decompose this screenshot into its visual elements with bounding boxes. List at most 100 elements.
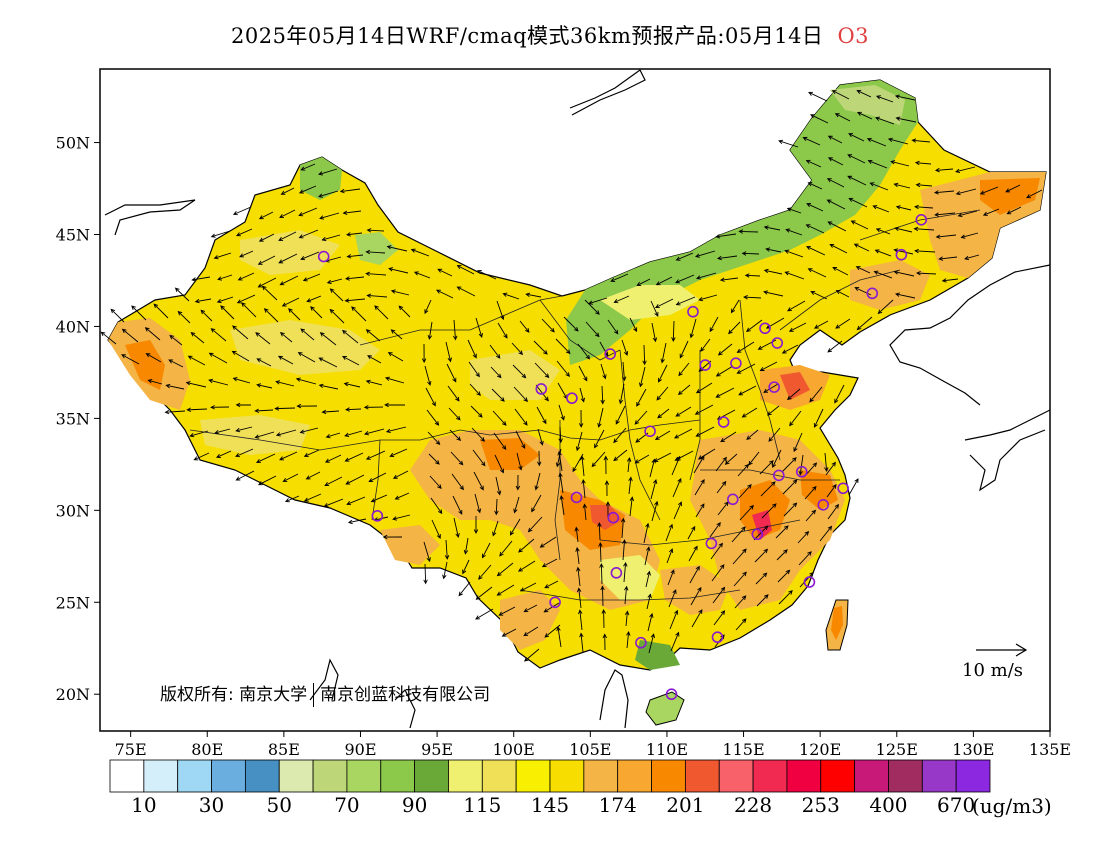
wind-arrow: [603, 455, 609, 475]
concentration-zone: [230, 320, 380, 375]
wind-arrow: [605, 501, 611, 519]
wind-arrow: [427, 321, 433, 340]
wind-arrow: [210, 328, 227, 342]
wind-arrow: [458, 581, 471, 597]
wind-arrow: [390, 289, 410, 296]
legend-swatch: [143, 759, 179, 793]
wind-arrow: [319, 212, 340, 220]
wind-arrow: [394, 492, 410, 500]
wind-arrow: [914, 160, 932, 166]
station-marker: [566, 392, 578, 404]
wind-arrow: [960, 232, 979, 239]
wind-arrow: [736, 341, 755, 353]
wind-arrow: [339, 188, 361, 194]
wind-arrow: [636, 388, 647, 407]
concentration-zone: [500, 590, 560, 650]
wind-arrow: [494, 498, 499, 516]
wind-arrow: [514, 408, 528, 426]
wind-arrow: [783, 502, 798, 517]
wind-arrow: [168, 359, 184, 368]
wind-arrow: [738, 229, 759, 234]
legend-label: 201: [666, 793, 704, 817]
wind-arrow: [424, 299, 432, 315]
wind-arrow: [525, 292, 542, 298]
taiwan-core: [831, 606, 843, 640]
wind-arrow: [626, 631, 631, 649]
legend-swatch: [955, 759, 991, 793]
wind-arrow: [382, 534, 403, 540]
wind-arrow: [848, 197, 868, 208]
legend-swatch: [718, 759, 754, 793]
wind-arrow: [675, 252, 694, 261]
wind-arrow: [578, 609, 583, 631]
wind-arrow: [342, 210, 362, 215]
wind-arrow: [807, 182, 823, 190]
wind-arrow: [713, 610, 726, 626]
wind-arrow: [793, 432, 803, 453]
wind-arrow: [495, 476, 502, 496]
wind-arrow: [776, 549, 788, 561]
wind-arrow: [318, 357, 338, 368]
wind-arrow: [582, 503, 588, 521]
wind-arrow: [660, 342, 667, 364]
wind-arrow: [241, 302, 257, 318]
wind-arrow: [534, 472, 541, 491]
concentration-zone: [830, 85, 905, 125]
wind-arrow: [475, 317, 483, 338]
wind-arrow: [216, 296, 234, 304]
wind-arrow: [365, 271, 387, 277]
wind-arrow: [650, 300, 659, 317]
wind-arrow: [715, 365, 734, 377]
wind-arrow: [934, 212, 956, 217]
wind-arrow: [763, 383, 779, 393]
wind-arrow: [370, 494, 388, 503]
wind-arrow: [533, 340, 548, 355]
wind-arrow: [279, 451, 298, 461]
copyright-prefix: 版权所有:: [160, 685, 234, 705]
legend-label: 228: [734, 793, 772, 817]
wind-arrow: [490, 366, 502, 379]
wind-arrow: [365, 450, 386, 460]
wind-arrow: [646, 593, 652, 610]
station-marker: [803, 576, 816, 588]
wind-arrow: [177, 310, 191, 324]
wind-arrow: [798, 551, 812, 566]
copyright-separator: [313, 683, 315, 707]
concentration-zone: [600, 285, 700, 320]
wind-reference-label: 10 m/s: [962, 660, 1023, 681]
lon-tick-label: 95E: [421, 740, 453, 759]
wind-arrow: [456, 286, 476, 297]
wind-arrow: [834, 113, 851, 122]
station-marker: [705, 537, 718, 550]
wind-arrow: [847, 154, 866, 164]
wind-arrow: [650, 479, 658, 500]
wind-arrow: [481, 542, 491, 559]
map-title: 2025年05月14日WRF/cmaq模式36km预报产品:05月14日 O3: [0, 20, 1100, 50]
wind-arrow: [756, 594, 769, 607]
wind-arrow: [476, 270, 497, 280]
wind-arrow: [855, 266, 871, 274]
concentration-zone: [600, 555, 660, 600]
wind-arrow: [1005, 184, 1021, 193]
wind-arrow: [827, 157, 844, 166]
wind-arrow: [856, 89, 872, 98]
wind-arrow: [691, 609, 703, 628]
wind-arrow: [597, 407, 604, 428]
wind-arrow: [472, 449, 486, 467]
wind-arrow: [345, 232, 363, 237]
wind-arrow: [576, 587, 582, 609]
wind-arrow: [802, 136, 821, 146]
wind-arrow: [636, 278, 651, 286]
wind-arrow: [834, 384, 845, 404]
legend-label: 145: [531, 793, 569, 817]
wind-arrow: [555, 448, 562, 468]
wind-arrow: [848, 133, 865, 142]
wind-arrow: [763, 290, 784, 297]
wind-arrow: [516, 452, 523, 471]
wind-arrow: [914, 204, 934, 210]
wind-arrow: [827, 221, 847, 232]
wind-arrow: [147, 379, 163, 385]
wind-arrow: [343, 382, 361, 388]
wind-arrow: [473, 471, 484, 491]
wind-arrow: [193, 452, 210, 461]
